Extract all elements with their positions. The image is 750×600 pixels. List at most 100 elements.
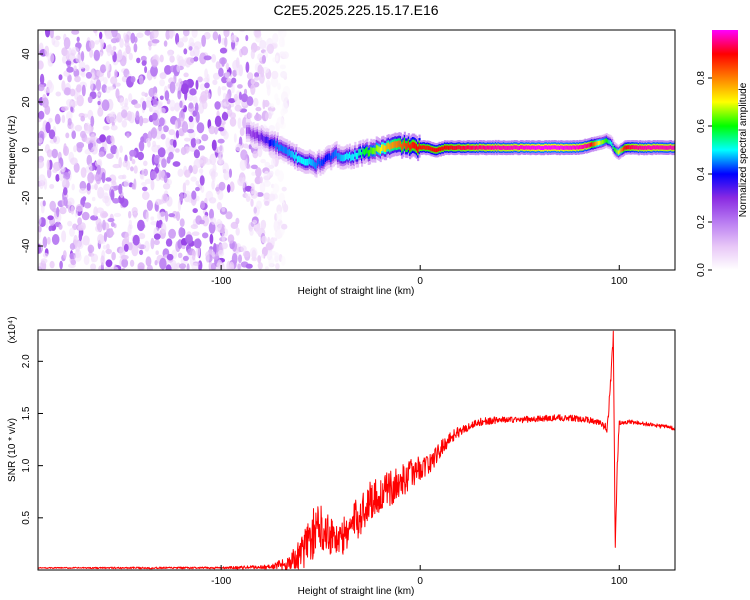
spectrogram-ridge-cell: [470, 145, 473, 150]
spectrogram-noise-blob: [221, 111, 229, 121]
spectrogram-noise-blob: [71, 46, 80, 53]
spectrogram-noise-blob: [66, 99, 73, 107]
spectrogram-ridge-cell: [352, 154, 355, 161]
spectrogram-noise-blob: [151, 112, 158, 121]
spectrogram-ridge-cell: [464, 145, 467, 150]
spectrogram-noise-blob: [102, 125, 110, 131]
spectrogram-noise-blob: [61, 114, 66, 124]
spectrogram-noise-blob: [226, 260, 232, 270]
spectrogram-ridge-cell: [278, 144, 281, 152]
spectrogram-ridge-cell: [492, 145, 495, 150]
spectrogram-noise-blob: [51, 148, 58, 159]
spectrogram-ridge-cell: [575, 145, 578, 150]
spectrogram-y-tick-label: 20: [21, 96, 32, 108]
spectrogram-noise-blob: [90, 115, 95, 127]
spectrogram-noise-blob: [78, 188, 87, 194]
spectrogram-noise-blob: [130, 76, 136, 83]
spectrogram-noise-blob: [40, 258, 48, 264]
spectrogram-noise-blob: [104, 266, 113, 270]
spectrogram-ridge-cell: [668, 145, 671, 150]
spectrogram-noise-blob: [212, 31, 219, 41]
spectrogram-noise-blob: [250, 164, 258, 170]
spectrogram-noise-blob: [99, 134, 106, 143]
spectrogram-noise-blob: [71, 30, 80, 35]
spectrogram-noise-blob: [38, 137, 43, 144]
spectrogram-ridge-cell: [544, 145, 547, 150]
spectrogram-y-tick-label: 40: [21, 48, 32, 60]
spectrogram-ridge-cell: [350, 154, 353, 162]
spectrogram-ridge-cell: [489, 145, 492, 150]
spectrogram-noise-blob: [62, 250, 67, 259]
spectrogram-ridge-cell: [419, 145, 422, 150]
spectrogram-ridge-cell: [494, 145, 497, 150]
spectrogram-noise-blob: [110, 222, 115, 227]
spectrogram-noise-blob: [90, 133, 96, 144]
spectrogram-noise-blob: [42, 252, 49, 258]
spectrogram-noise-blob: [266, 84, 271, 97]
spectrogram-ridge-cell: [455, 145, 458, 150]
spectrogram-noise-blob: [121, 109, 128, 118]
spectrogram-ridge-cell: [572, 145, 575, 150]
spectrogram-noise-blob: [114, 69, 118, 79]
spectrogram-ridge-cell: [554, 145, 557, 150]
spectrogram-noise-blob: [179, 218, 185, 228]
spectrogram-ridge-cell: [397, 141, 400, 148]
spectrogram-noise-blob: [228, 168, 232, 178]
spectrogram-ridge-cell: [445, 145, 448, 150]
spectrogram-noise-blob: [96, 223, 101, 231]
spectrogram-noise-blob: [61, 230, 67, 243]
spectrogram-ridge-cell: [564, 145, 567, 150]
spectrogram-noise-blob: [240, 245, 247, 253]
spectrogram-noise-blob: [253, 97, 259, 107]
spectrogram-noise-blob: [150, 237, 155, 250]
spectrogram-noise-blob: [272, 183, 280, 194]
spectrogram-noise-blob: [260, 219, 267, 230]
spectrogram-ridge-cell: [537, 145, 540, 150]
spectrogram-ridge-cell: [355, 152, 358, 160]
spectrogram-noise-blob: [180, 83, 189, 95]
spectrogram-noise-blob: [84, 149, 92, 155]
spectrogram-ridge-cell: [556, 145, 559, 150]
spectrogram-noise-blob: [245, 263, 253, 269]
spectrogram-ridge-cell: [478, 145, 481, 150]
spectrogram-noise-blob: [201, 34, 207, 47]
spectrogram-noise-blob: [275, 263, 280, 270]
spectrogram-ridge-cell: [635, 145, 638, 150]
spectrogram-noise-blob: [183, 190, 192, 203]
spectrogram-ridge-cell: [334, 150, 337, 157]
spectrogram-ridge-cell: [331, 152, 334, 160]
spectrogram-ridge-cell: [643, 146, 646, 151]
spectrogram-ridge-cell: [339, 154, 342, 161]
snr-x-tick-label: 100: [611, 576, 628, 587]
spectrogram-ridge-cell: [664, 145, 667, 150]
spectrogram-noise-blob: [75, 54, 81, 63]
spectrogram-ridge-cell: [304, 159, 307, 166]
spectrogram-noise-blob: [237, 117, 242, 129]
spectrogram-noise-blob: [144, 240, 150, 252]
spectrogram-noise-blob: [239, 127, 245, 137]
spectrogram-ridge-cell: [268, 140, 271, 147]
spectrogram-noise-blob: [110, 144, 118, 155]
spectrogram-noise-blob: [96, 207, 104, 214]
spectrogram-noise-blob: [271, 70, 279, 80]
spectrogram-noise-blob: [129, 149, 137, 157]
snr-y-axis-label: SNR (10 * v/v): [7, 418, 18, 482]
spectrogram-ridge-cell: [322, 159, 325, 167]
spectrogram-ridge-cell: [628, 145, 631, 150]
spectrogram-noise-blob: [111, 251, 116, 261]
spectrogram-noise-blob: [143, 160, 148, 167]
spectrogram-noise-blob: [136, 32, 144, 38]
spectrogram-noise-blob: [161, 158, 167, 169]
spectrogram-ridge-cell: [656, 145, 659, 150]
spectrogram-noise-blob: [266, 43, 274, 54]
spectrogram-ridge-cell: [508, 145, 511, 150]
spectrogram-noise-blob: [139, 75, 144, 85]
spectrogram-ridge-cell: [597, 141, 600, 146]
spectrogram-noise-blob: [93, 49, 101, 61]
spectrogram-ridge-cell: [378, 146, 381, 153]
spectrogram-noise-blob: [256, 192, 264, 197]
spectrogram-ridge-cell: [433, 147, 436, 152]
spectrogram-noise-blob: [81, 211, 90, 221]
spectrogram-ridge-cell: [517, 146, 520, 151]
spectrogram-ridge-cell: [588, 143, 591, 148]
